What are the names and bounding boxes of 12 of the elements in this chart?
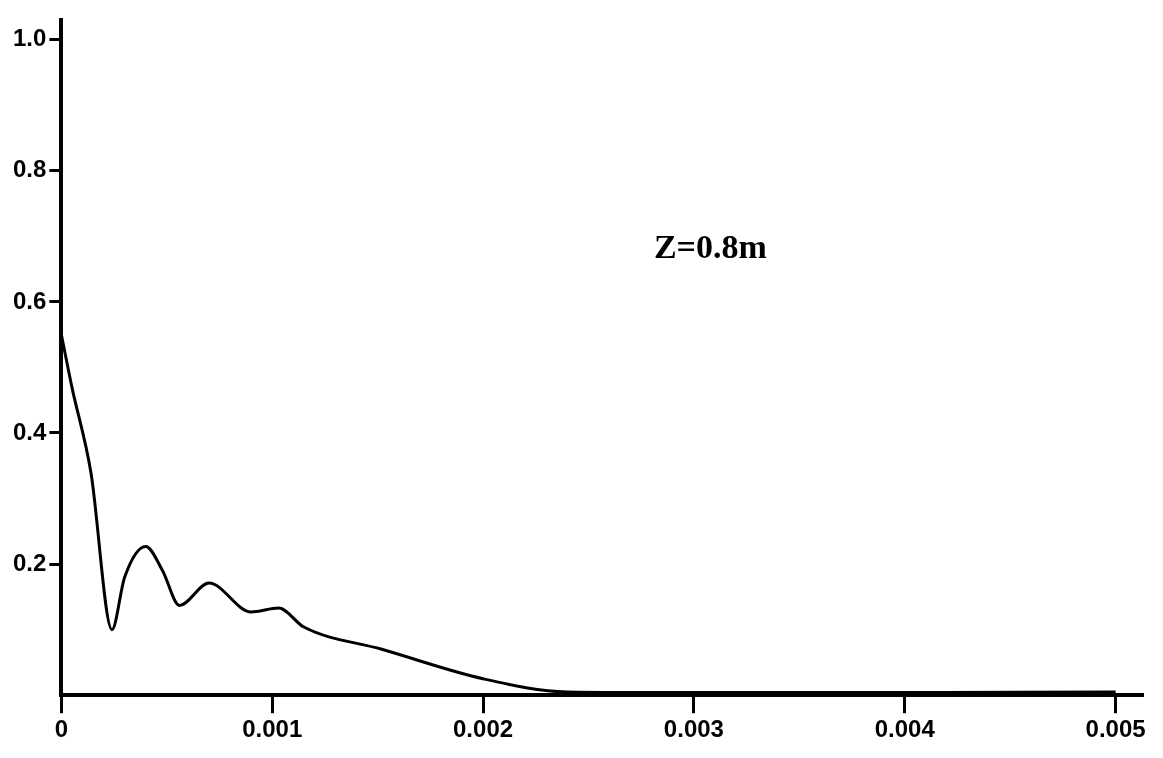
y-tick-label: 0.2 (12, 548, 47, 576)
x-tick-label: 0.005 (1085, 715, 1146, 743)
x-tick-label: 0 (54, 715, 69, 743)
x-tick-label: 0.002 (453, 715, 514, 743)
x-tick-label: 0.004 (874, 715, 936, 743)
y-tick-label: 1.0 (12, 24, 47, 52)
x-tick-label: 0.001 (242, 715, 303, 743)
y-tick-label: 0.8 (12, 155, 47, 183)
annotation: Z=0.8m (653, 228, 767, 266)
y-tick-label: 0.6 (12, 286, 47, 314)
y-tick-label: 0.4 (12, 417, 47, 445)
x-tick-label: 0.003 (663, 715, 724, 743)
